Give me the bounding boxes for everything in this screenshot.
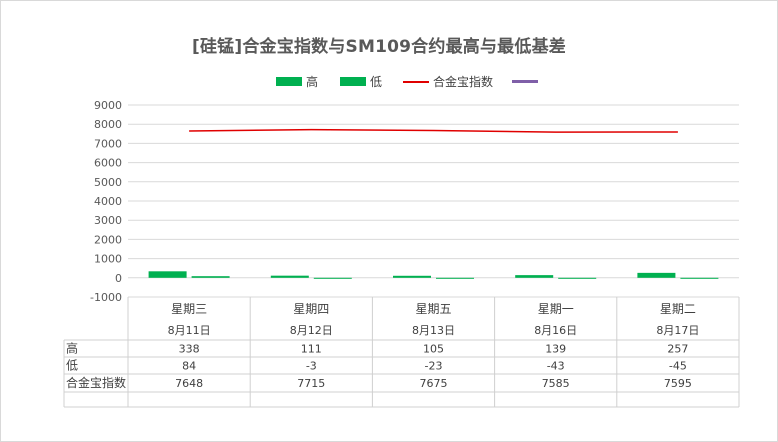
y-tick-label: 5000 (94, 176, 122, 189)
legend-label-high: 高 (306, 75, 319, 89)
table-cell: 338 (179, 343, 200, 356)
legend-swatch-unlabeled (512, 80, 538, 83)
table-row-header: 高 (66, 341, 78, 356)
x-tick-label-date: 8月11日 (168, 324, 211, 337)
x-tick-label-date: 8月13日 (412, 324, 455, 337)
table-row-header: 合金宝指数 (66, 375, 126, 390)
y-tick-label: 9000 (94, 99, 122, 112)
bar-low (436, 277, 474, 279)
table-cell: 105 (423, 343, 444, 356)
table-cell: -45 (669, 360, 687, 373)
table-cell: 84 (182, 360, 196, 373)
y-tick-label: 4000 (94, 195, 122, 208)
y-tick-label: 3000 (94, 214, 122, 227)
table-cell: 139 (545, 343, 566, 356)
chart-title: [硅锰]合金宝指数与SM109合约最高与最低基差 (192, 37, 566, 57)
y-tick-label: 7000 (94, 137, 122, 150)
legend-label-low: 低 (370, 75, 383, 89)
table-cell: -43 (547, 360, 565, 373)
table-row-header: 低 (66, 359, 78, 373)
table-cell: 7715 (297, 377, 325, 390)
x-tick-label-weekday: 星期四 (293, 302, 329, 316)
x-tick-label-date: 8月12日 (290, 324, 333, 337)
table-cell: -23 (425, 360, 443, 373)
y-tick-label: 2000 (94, 233, 122, 246)
y-tick-label: -1000 (90, 291, 122, 304)
table-cell: 7595 (664, 377, 692, 390)
x-tick-label-date: 8月16日 (534, 324, 577, 337)
y-tick-label: 8000 (94, 118, 122, 131)
y-tick-label: 1000 (94, 253, 122, 266)
bar-high (637, 272, 676, 278)
bar-high (270, 275, 309, 278)
y-tick-label: 6000 (94, 157, 122, 170)
table-cell: 7675 (420, 377, 448, 390)
bar-low (313, 277, 352, 279)
y-tick-label: 0 (115, 272, 122, 285)
table-cell: 111 (301, 343, 322, 356)
bar-low (558, 277, 597, 279)
legend-swatch-index (403, 81, 429, 83)
bar-high (515, 275, 554, 278)
bar-low (191, 276, 230, 278)
bar-high (148, 271, 187, 278)
legend-label-index: 合金宝指数 (433, 75, 494, 89)
table-cell: 7585 (542, 377, 570, 390)
index-line (189, 128, 678, 133)
legend: 高 低 合金宝指数 (0, 73, 778, 91)
x-tick-label-weekday: 星期二 (660, 302, 696, 316)
legend-swatch-high (276, 77, 302, 86)
table-cell: 257 (667, 343, 688, 356)
bar-high (393, 275, 431, 278)
x-tick-label-weekday: 星期一 (538, 302, 574, 316)
x-tick-label-weekday: 星期三 (171, 302, 207, 316)
legend-swatch-low (340, 77, 366, 86)
table-cell: 7648 (175, 377, 203, 390)
x-tick-label-date: 8月17日 (656, 324, 699, 337)
bar-low (680, 277, 719, 279)
table-cell: -3 (306, 360, 317, 373)
x-tick-label-weekday: 星期五 (415, 302, 451, 316)
